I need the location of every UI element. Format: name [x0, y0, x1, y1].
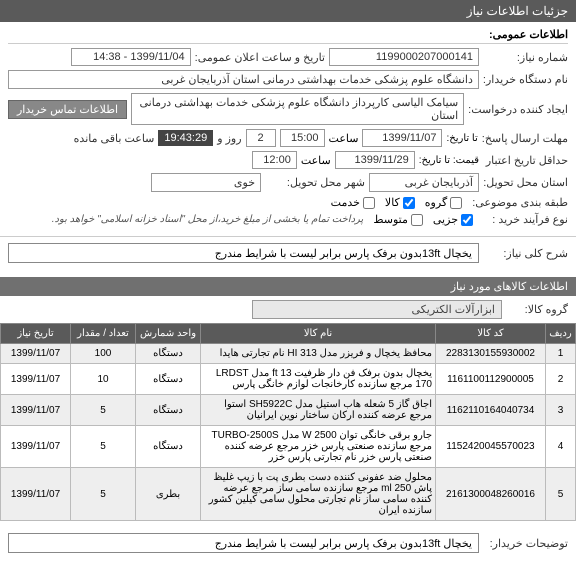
cell-name: یخچال بدون برفک فن دار ظرفیت ft 13 مدل L… — [201, 364, 436, 395]
table-row: 41152420045570023جارو برقی خانگی توان W … — [1, 426, 576, 468]
creator-value: سیامک الیاسی کارپرداز دانشگاه علوم پزشکی… — [131, 93, 464, 125]
cell-date: 1399/11/07 — [1, 344, 71, 364]
deadline-time: 15:00 — [280, 129, 325, 147]
cell-n: 4 — [546, 426, 576, 468]
need-no-value: 1199000207000141 — [329, 48, 479, 66]
cb-group[interactable] — [450, 197, 462, 209]
cb-goods-label: کالا — [385, 196, 400, 209]
col-code: کد کالا — [436, 324, 546, 344]
summary-input[interactable] — [8, 243, 479, 263]
cb-minor[interactable] — [461, 214, 473, 226]
remaining-label: ساعت باقی مانده — [74, 132, 155, 145]
cell-unit: دستگاه — [136, 395, 201, 426]
group-label: گروه کالا: — [508, 303, 568, 316]
cell-unit: بطری — [136, 468, 201, 521]
cb-service-label: خدمت — [331, 196, 360, 209]
validity-label: حداقل تاریخ اعتبار — [483, 154, 568, 167]
remaining-time: 19:43:29 — [158, 130, 213, 146]
cb-medium[interactable] — [411, 214, 423, 226]
col-name: نام کالا — [201, 324, 436, 344]
cell-qty: 100 — [71, 344, 136, 364]
cell-unit: دستگاه — [136, 364, 201, 395]
summary-label: شرح کلی نیاز: — [483, 247, 568, 260]
cell-name: محافظ یخچال و فریزر مدل HI 313 نام تجارت… — [201, 344, 436, 364]
table-row: 31162110164040734اجاق گاز 5 شعله هاب است… — [1, 395, 576, 426]
cb-minor-label: جزیی — [433, 213, 458, 226]
cell-code: 2283130155930002 — [436, 344, 546, 364]
budget-label: طبقه بندی موضوعی: — [472, 196, 568, 209]
buyer-notes-input[interactable] — [8, 533, 479, 553]
cb-medium-label: متوسط — [373, 213, 408, 226]
delivery-city: خوی — [151, 173, 261, 192]
cell-n: 5 — [546, 468, 576, 521]
cell-date: 1399/11/07 — [1, 468, 71, 521]
cb-group-label: گروه — [425, 196, 447, 209]
validity-date: 1399/11/29 — [335, 151, 415, 169]
table-row: 21161100112900005یخچال بدون برفک فن دار … — [1, 364, 576, 395]
remaining-day-label: روز و — [217, 132, 241, 145]
cell-qty: 5 — [71, 468, 136, 521]
validity-sub-label: قیمت: تا تاریخ: — [419, 155, 479, 166]
announce-label: تاریخ و ساعت اعلان عمومی: — [195, 51, 325, 64]
cell-unit: دستگاه — [136, 344, 201, 364]
need-no-label: شماره نیاز: — [483, 51, 568, 64]
cell-code: 2161300048260016 — [436, 468, 546, 521]
cell-qty: 10 — [71, 364, 136, 395]
cell-code: 1161100112900005 — [436, 364, 546, 395]
general-info-title: اطلاعات عمومی: — [489, 28, 568, 41]
group-value: ابزارآلات الکتریکی — [252, 300, 502, 319]
creator-label: ایجاد کننده درخواست: — [468, 103, 568, 116]
cell-qty: 5 — [71, 395, 136, 426]
cell-date: 1399/11/07 — [1, 364, 71, 395]
deadline-time-label: ساعت — [329, 132, 359, 145]
buyer-contact-button[interactable]: اطلاعات تماس خریدار — [8, 100, 127, 119]
cell-date: 1399/11/07 — [1, 395, 71, 426]
delivery-city-label: شهر محل تحویل: — [265, 176, 365, 189]
cell-n: 3 — [546, 395, 576, 426]
deadline-label: مهلت ارسال پاسخ: — [482, 132, 568, 145]
table-row: 52161300048260016محلول ضد عفونی کننده دس… — [1, 468, 576, 521]
cell-n: 1 — [546, 344, 576, 364]
col-qty: تعداد / مقدار — [71, 324, 136, 344]
cell-name: اجاق گاز 5 شعله هاب استیل مدل SH5922C اس… — [201, 395, 436, 426]
announce-value: 1399/11/04 - 14:38 — [71, 48, 191, 66]
cell-qty: 5 — [71, 426, 136, 468]
cell-code: 1152420045570023 — [436, 426, 546, 468]
cb-goods[interactable] — [403, 197, 415, 209]
details-header: جزئیات اطلاعات نیاز — [0, 0, 576, 22]
col-row: ردیف — [546, 324, 576, 344]
cell-n: 2 — [546, 364, 576, 395]
deadline-date: 1399/11/07 — [362, 129, 442, 147]
delivery-province: آذربایجان غربی — [369, 173, 479, 192]
cell-code: 1162110164040734 — [436, 395, 546, 426]
deadline-to-label: تا تاریخ: — [446, 133, 477, 144]
cell-name: محلول ضد عفونی کننده دست بطری پت با زیپ … — [201, 468, 436, 521]
table-row: 12283130155930002محافظ یخچال و فریزر مدل… — [1, 344, 576, 364]
col-unit: واحد شمارش — [136, 324, 201, 344]
cb-service[interactable] — [363, 197, 375, 209]
buyer-notes-label: توضیحات خریدار: — [483, 537, 568, 550]
items-section-header: اطلاعات کالاهای مورد نیاز — [0, 277, 576, 296]
purchase-type-label: نوع فرآیند خرید : — [483, 213, 568, 226]
validity-time: 12:00 — [252, 151, 297, 169]
remaining-days: 2 — [246, 129, 276, 147]
buyer-value: دانشگاه علوم پزشکی خدمات بهداشتی درمانی … — [8, 70, 479, 89]
cell-name: جارو برقی خانگی توان W 2500 مدل TURBO-25… — [201, 426, 436, 468]
col-date: تاریخ نیاز — [1, 324, 71, 344]
cell-date: 1399/11/07 — [1, 426, 71, 468]
payment-note: پرداخت تمام یا بخشی از مبلغ خرید،از محل … — [52, 214, 364, 225]
validity-time-label: ساعت — [301, 154, 331, 167]
buyer-label: نام دستگاه خریدار: — [483, 73, 568, 86]
items-table: ردیف کد کالا نام کالا واحد شمارش تعداد /… — [0, 323, 576, 521]
delivery-province-label: استان محل تحویل: — [483, 176, 568, 189]
cell-unit: دستگاه — [136, 426, 201, 468]
